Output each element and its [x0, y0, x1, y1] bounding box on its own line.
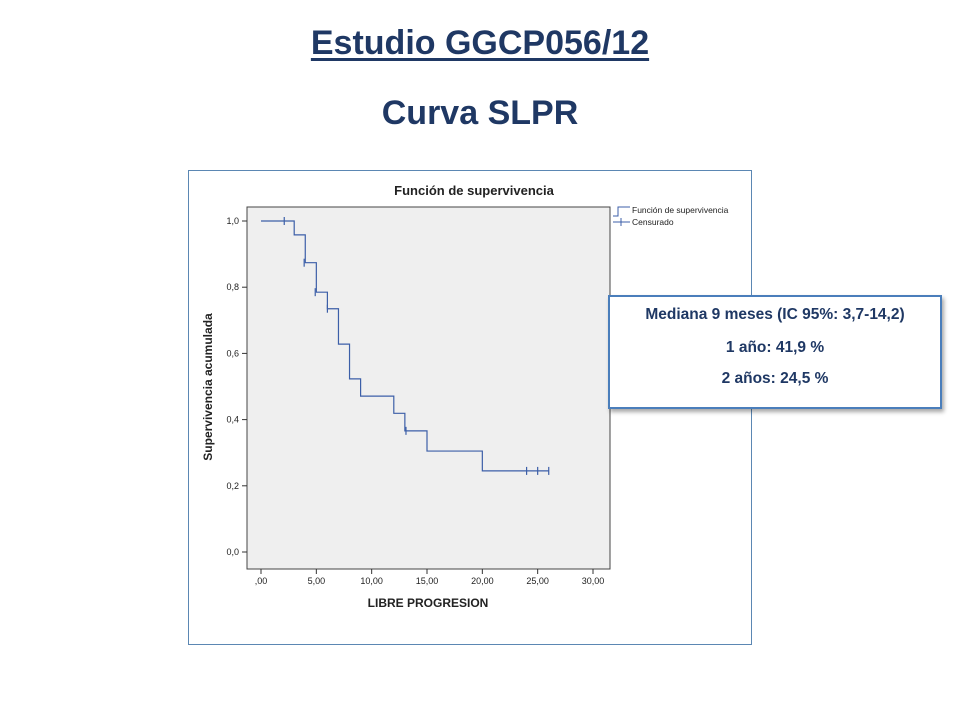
axes: ,00 5,00 10,00 15,00 20,00 25,00 30,00 0,0 0,2 0,… [226, 216, 604, 586]
y-tick-label: 0,2 [226, 481, 239, 491]
slide-subtitle: Curva SLPR [381, 94, 579, 132]
y-axis-label: Supervivencia acumulada [201, 313, 215, 461]
survival-step-line [261, 220, 549, 472]
y-tick-label: 1,0 [226, 216, 239, 226]
legend-label-censored: Censurado [632, 217, 674, 227]
x-tick-label: 20,00 [471, 576, 494, 586]
x-tick-label: ,00 [255, 576, 268, 586]
x-tick-label: 5,00 [308, 576, 326, 586]
chart-legend: Función de supervivencia Censurado [613, 205, 729, 227]
median-text: Mediana 9 meses (IC 95%: 3,7-14,2) [645, 306, 905, 323]
x-tick-label: 10,00 [360, 576, 383, 586]
slide-title: Estudio GGCP056/12 [310, 24, 650, 62]
legend-line-swatch [613, 206, 630, 217]
stats-box: Mediana 9 meses (IC 95%: 3,7-14,2) 1 año… [608, 295, 942, 409]
legend-label-survival: Función de supervivencia [632, 205, 729, 215]
survival-curve [261, 220, 549, 472]
chart-title: Función de supervivencia [394, 183, 554, 198]
legend-censor-swatch [613, 218, 630, 226]
y-tick-label: 0,6 [226, 348, 239, 358]
y-tick-label: 0,4 [226, 415, 239, 425]
x-tick-label: 15,00 [416, 576, 439, 586]
x-axis-label: LIBRE PROGRESION [368, 596, 489, 610]
y-tick-label: 0,0 [226, 547, 239, 557]
plot-area [246, 206, 611, 570]
x-tick-label: 25,00 [526, 576, 549, 586]
one-year-text: 1 año: 41,9 % [725, 339, 825, 356]
y-tick-label: 0,8 [226, 282, 239, 292]
two-year-text: 2 años: 24,5 % [721, 370, 829, 387]
km-chart: Función de supervivencia ,00 5,00 10,00 15,… [201, 183, 729, 610]
censor-marks [283, 217, 550, 475]
x-tick-label: 30,00 [582, 576, 605, 586]
